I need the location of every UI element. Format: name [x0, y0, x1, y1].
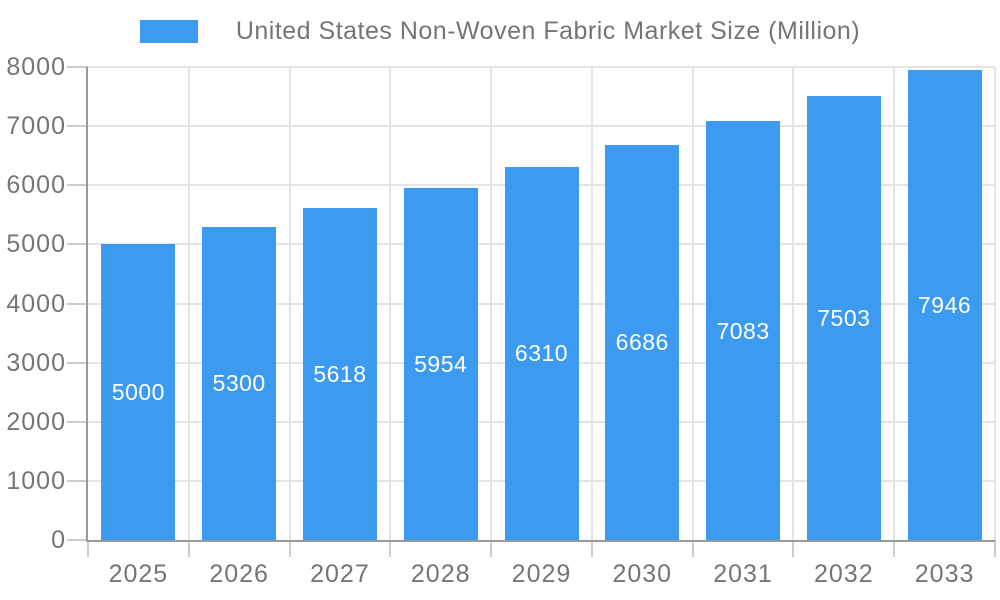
y-axis-label: 1000	[6, 466, 66, 495]
v-gridline	[288, 67, 291, 540]
y-axis-tick	[67, 539, 88, 541]
x-axis-tick	[994, 540, 996, 557]
v-gridline	[994, 67, 996, 540]
x-axis-label: 2033	[914, 560, 975, 588]
bar-value-label: 6686	[615, 329, 669, 356]
y-axis-tick	[67, 66, 88, 68]
y-axis-label: 2000	[6, 407, 66, 436]
x-axis-tick	[893, 540, 896, 557]
bar[interactable]	[806, 96, 881, 540]
v-gridline	[590, 67, 593, 540]
y-axis-tick	[67, 125, 88, 128]
y-axis-label: 6000	[6, 171, 66, 200]
x-axis-tick	[691, 540, 694, 557]
v-gridline	[187, 67, 190, 540]
y-axis-tick	[67, 479, 88, 482]
h-gridline	[88, 125, 995, 128]
bar[interactable]	[202, 226, 277, 540]
plot-area: 0 1000 2000 3000 4000 5000 6000 7000 8000 2025 202…	[6, 53, 996, 588]
v-gridline	[389, 67, 392, 540]
y-axis-label: 3000	[6, 348, 66, 377]
legend-item[interactable]: United States Non-Woven Fabric Market Si…	[0, 17, 1000, 46]
x-axis-tick	[389, 540, 392, 557]
y-axis-tick	[67, 302, 88, 305]
bar-value-label: 7083	[716, 317, 770, 344]
x-axis-tick	[187, 540, 190, 557]
v-gridline	[691, 67, 694, 540]
x-axis-tick	[490, 540, 493, 557]
x-axis-label: 2025	[108, 560, 169, 588]
x-axis-label: 2029	[511, 560, 572, 588]
y-axis-tick	[67, 361, 88, 364]
y-axis-line	[86, 67, 88, 542]
bar-value-label: 5300	[212, 370, 266, 397]
v-gridline	[792, 67, 795, 540]
y-axis-label: 0	[51, 526, 66, 554]
x-axis-label: 2028	[410, 560, 471, 588]
y-axis-label: 5000	[6, 230, 66, 259]
v-gridline	[490, 67, 493, 540]
bar-value-label: 7946	[918, 292, 972, 319]
bar[interactable]	[706, 121, 781, 540]
x-axis-label: 2026	[209, 560, 269, 588]
v-gridline	[893, 67, 896, 540]
x-axis-tick	[590, 540, 593, 557]
bar-value-label: 5000	[111, 379, 165, 406]
bar-value-label: 5618	[313, 360, 367, 387]
y-axis-tick	[67, 184, 88, 187]
bar[interactable]	[504, 166, 579, 540]
legend-swatch	[139, 20, 198, 43]
x-axis-line	[86, 540, 995, 542]
x-axis-tick	[792, 540, 795, 557]
bar[interactable]	[403, 187, 478, 540]
bar[interactable]	[907, 70, 982, 540]
y-axis-tick	[67, 243, 88, 246]
x-axis-label: 2032	[814, 560, 874, 588]
bar-value-label: 5954	[414, 350, 468, 377]
bar[interactable]	[605, 144, 680, 540]
legend-label: United States Non-Woven Fabric Market Si…	[235, 17, 861, 45]
x-axis-label: 2027	[310, 560, 370, 588]
h-gridline	[88, 66, 995, 68]
y-axis-label: 7000	[6, 112, 66, 141]
y-axis-label: 4000	[6, 289, 66, 318]
x-axis-tick	[288, 540, 291, 557]
bar[interactable]	[101, 244, 176, 540]
bar-value-label: 7503	[817, 305, 871, 332]
x-axis-label: 2030	[612, 560, 673, 588]
bar-value-label: 6310	[514, 340, 569, 367]
x-axis-tick	[87, 540, 89, 557]
y-axis-tick	[67, 420, 88, 423]
y-axis-label: 8000	[6, 53, 66, 81]
bar[interactable]	[302, 207, 377, 540]
x-axis-label: 2031	[713, 560, 773, 588]
